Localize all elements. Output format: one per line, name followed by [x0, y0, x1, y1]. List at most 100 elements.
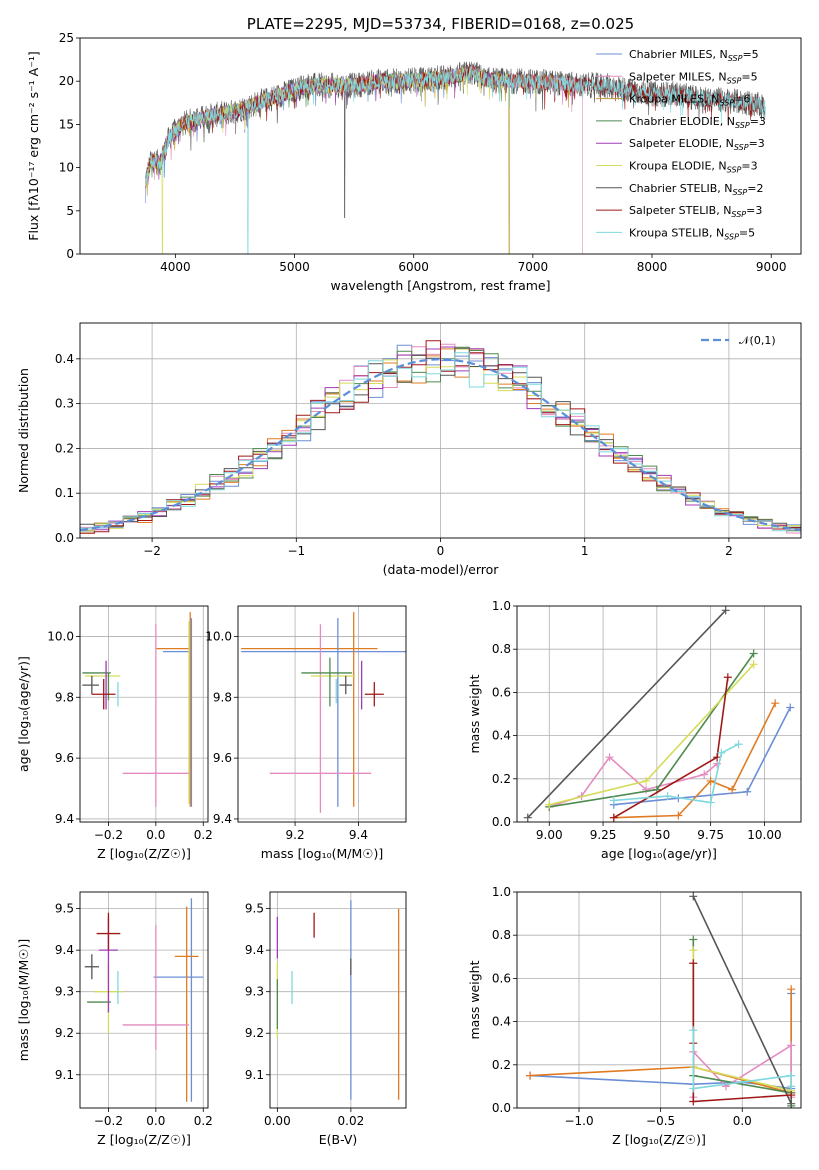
y-tick-label: 9.3 — [55, 985, 74, 999]
data-point-marker — [663, 792, 672, 801]
data-point-marker — [787, 985, 796, 994]
plot-area — [270, 892, 406, 1108]
x-tick-label: 8000 — [637, 260, 668, 274]
data-point-marker — [787, 1041, 796, 1050]
y-tick-label: 0.1 — [55, 486, 74, 500]
mass-weight-series-line — [527, 609, 727, 819]
y-tick-label: 20 — [59, 74, 74, 88]
y-tick-label: 0.4 — [492, 1015, 511, 1029]
y-tick-label: 9.5 — [55, 902, 74, 916]
y-tick-label: 0.8 — [492, 642, 511, 656]
y-tick-label: 0.6 — [492, 971, 511, 985]
data-point-marker — [605, 753, 614, 762]
y-tick-label: 0.2 — [492, 772, 511, 786]
panel-age-vs-mass: 9.2 9.4 9.4 9.6 9.8 10.0 mass [log₁₀(M/M☉)] — [205, 605, 407, 861]
x-tick-label: −0.2 — [94, 1114, 123, 1128]
data-point-marker — [689, 935, 698, 944]
panel-mass-vs-Z: −0.2 0.0 0.2 9.1 9.2 9.3 9.4 9.5 Z [log₁₀(Z/Z☉)]… — [16, 891, 213, 1147]
plot-area — [80, 892, 208, 1108]
x-axis-label: (data-model)/error — [383, 562, 500, 577]
y-tick-label: 0.0 — [55, 531, 74, 545]
x-axis-label: age [log₁₀(age/yr)] — [601, 846, 717, 861]
x-tick-label: 9.4 — [349, 828, 368, 842]
x-tick-label: 5000 — [279, 260, 310, 274]
y-tick-label: 9.6 — [55, 751, 74, 765]
x-tick-label: 9000 — [756, 260, 787, 274]
data-point-marker — [689, 946, 698, 955]
y-tick-label: 10.0 — [205, 629, 232, 643]
y-tick-label: 9.4 — [213, 812, 232, 826]
x-tick-label: 0.0 — [146, 828, 165, 842]
mass-weight-series-line — [692, 1030, 792, 1090]
legend-entry: Kroupa MILES, NSSP=6 — [629, 93, 750, 108]
x-tick-label: −1 — [287, 544, 305, 558]
axes-frame — [237, 605, 407, 823]
chart-title: PLATE=2295, MJD=53734, FIBERID=0168, z=0… — [247, 15, 634, 33]
plot-area — [517, 606, 801, 822]
y-tick-label: 1.0 — [492, 885, 511, 899]
y-tick-label: 9.4 — [55, 812, 74, 826]
plot-area — [145, 61, 766, 254]
x-tick-label: 6000 — [398, 260, 429, 274]
panel-spectrum: 4000 5000 6000 7000 8000 9000 0 5 10 15 20 25 wavele… — [26, 15, 802, 293]
panel-mass-weight-vs-age: 9.00 9.25 9.50 9.75 10.00 0.0 0.2 0.4 0.6 0.8 1.0 a… — [467, 599, 802, 861]
x-tick-label: −0.5 — [646, 1114, 675, 1128]
data-point-marker — [787, 1099, 796, 1108]
mass-weight-series-line — [692, 895, 792, 1105]
y-tick-label: 10 — [59, 161, 74, 175]
axes-frame — [516, 891, 802, 1109]
x-axis-label: E(B-V) — [319, 1132, 358, 1147]
plot-area — [80, 606, 208, 822]
data-point-marker — [787, 1091, 796, 1100]
y-tick-label: 0.4 — [55, 352, 74, 366]
data-point-marker — [526, 1071, 535, 1080]
x-tick-label: 1 — [581, 544, 589, 558]
y-tick-label: 9.1 — [245, 1068, 264, 1082]
y-tick-label: 0.2 — [55, 441, 74, 455]
data-point-marker — [609, 796, 618, 805]
y-tick-label: 9.6 — [213, 751, 232, 765]
legend-entry: Salpeter STELIB, NSSP=3 — [629, 204, 762, 219]
x-tick-label: −0.2 — [94, 828, 123, 842]
x-tick-label: 9.00 — [536, 828, 563, 842]
x-tick-label: 9.50 — [643, 828, 670, 842]
y-tick-label: 9.8 — [55, 690, 74, 704]
x-tick-label: 9.25 — [590, 828, 617, 842]
data-point-marker — [700, 770, 709, 779]
legend-entry: Chabrier MILES, NSSP=5 — [629, 48, 759, 63]
data-point-marker — [706, 776, 715, 785]
x-axis-label: Z [log₁₀(Z/Z☉)] — [612, 1132, 706, 1147]
legend-entry: Kroupa ELODIE, NSSP=3 — [629, 160, 758, 175]
y-tick-label: 0.8 — [492, 928, 511, 942]
data-point-marker — [545, 800, 554, 809]
axes-frame — [79, 37, 802, 255]
y-tick-label: 9.2 — [55, 1026, 74, 1040]
data-point-marker — [717, 748, 726, 757]
y-tick-label: 1.0 — [492, 599, 511, 613]
y-tick-label: 9.1 — [55, 1068, 74, 1082]
x-tick-label: 10.00 — [747, 828, 781, 842]
data-point-marker — [689, 1026, 698, 1035]
plot-area — [80, 323, 801, 538]
data-point-marker — [674, 811, 683, 820]
data-point-marker — [728, 785, 737, 794]
x-axis-label: Z [log₁₀(Z/Z☉)] — [97, 846, 191, 861]
axes-frame — [79, 322, 802, 539]
data-point-marker — [689, 1084, 698, 1093]
data-point-marker — [689, 959, 698, 968]
y-tick-label: 0.6 — [492, 685, 511, 699]
data-point-marker — [723, 673, 732, 682]
panel-mass-vs-EBV: 0.00 0.02 9.1 9.2 9.3 9.4 9.5 E(B-V) — [245, 891, 407, 1147]
plot-area — [517, 892, 801, 1108]
y-axis-label: mass [log₁₀(M/M☉)] — [16, 939, 31, 1061]
y-tick-label: 0.0 — [492, 815, 511, 829]
x-tick-label: 9.75 — [697, 828, 724, 842]
x-axis-label: wavelength [Angstrom, rest frame] — [330, 278, 550, 293]
legend-entry: Chabrier STELIB, NSSP=2 — [629, 182, 763, 197]
y-tick-label: 15 — [59, 117, 74, 131]
x-tick-label: 0.2 — [194, 1114, 213, 1128]
data-point-marker — [523, 813, 532, 822]
y-tick-label: 0.4 — [492, 729, 511, 743]
x-tick-label: 9.2 — [286, 828, 305, 842]
